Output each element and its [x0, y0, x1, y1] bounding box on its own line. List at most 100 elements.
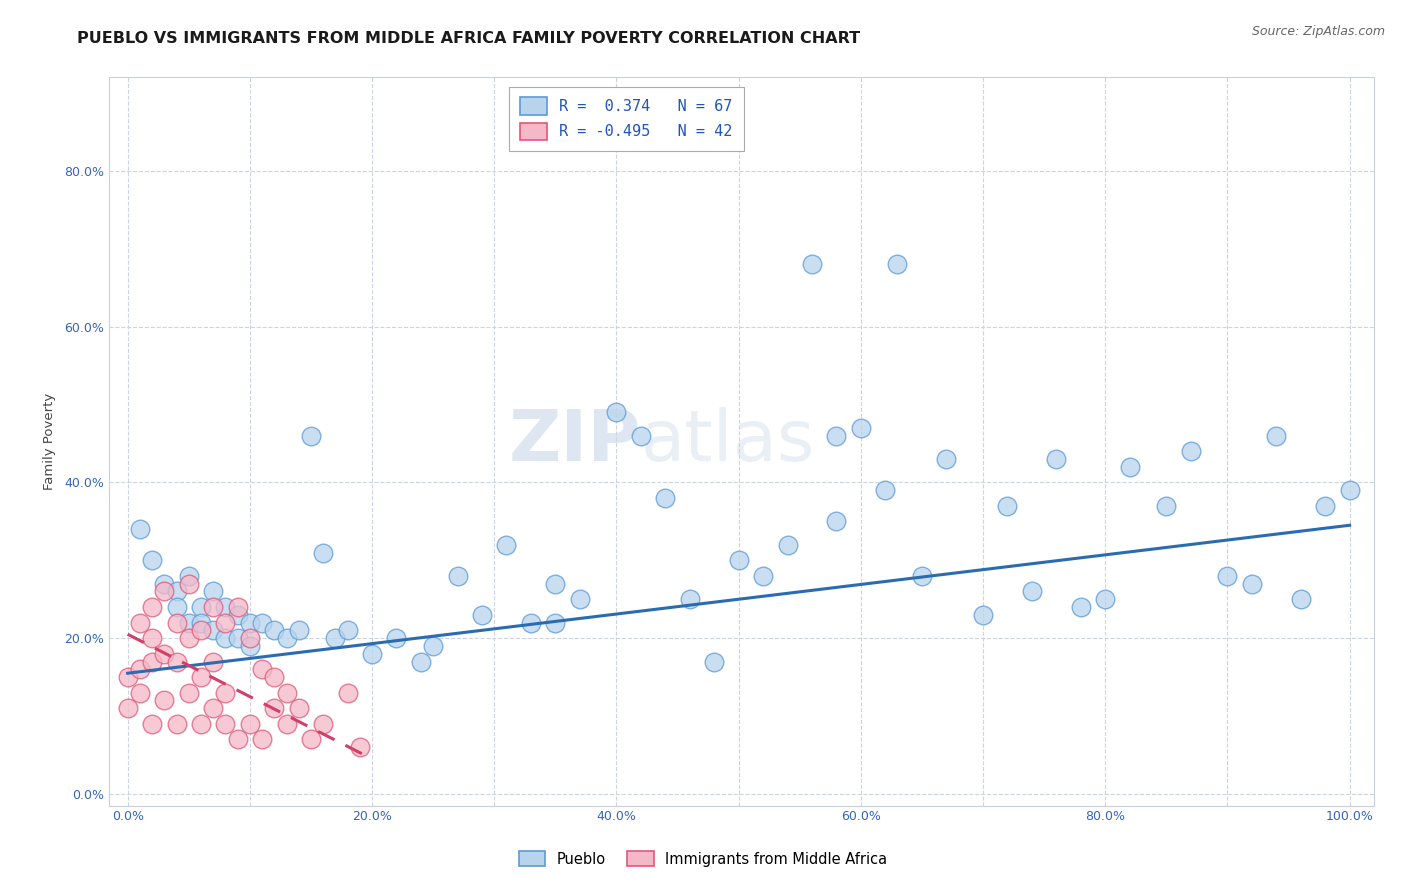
Point [153, 584, 176, 599]
Point [385, 631, 408, 645]
Point [166, 655, 188, 669]
Point [997, 499, 1019, 513]
Point [703, 655, 725, 669]
Point [276, 716, 298, 731]
Point [727, 553, 749, 567]
Point [166, 615, 188, 630]
Point [544, 615, 567, 630]
Point [128, 615, 150, 630]
Point [1289, 592, 1312, 607]
Point [250, 732, 273, 747]
Point [287, 624, 309, 638]
Legend: R =  0.374   N = 67, R = -0.495   N = 42: R = 0.374 N = 67, R = -0.495 N = 42 [509, 87, 744, 151]
Point [263, 624, 285, 638]
Point [276, 631, 298, 645]
Point [299, 428, 322, 442]
Point [141, 655, 163, 669]
Point [128, 686, 150, 700]
Point [1315, 499, 1337, 513]
Point [214, 716, 236, 731]
Text: atlas: atlas [641, 407, 815, 476]
Point [202, 701, 225, 715]
Point [214, 600, 236, 615]
Point [409, 655, 432, 669]
Point [214, 686, 236, 700]
Point [422, 639, 444, 653]
Point [250, 615, 273, 630]
Point [128, 522, 150, 536]
Point [520, 615, 543, 630]
Point [190, 600, 212, 615]
Point [202, 584, 225, 599]
Point [630, 428, 652, 442]
Point [349, 740, 371, 755]
Point [202, 655, 225, 669]
Point [239, 631, 262, 645]
Point [153, 576, 176, 591]
Point [312, 716, 335, 731]
Point [336, 624, 359, 638]
Point [226, 600, 249, 615]
Point [849, 421, 872, 435]
Point [190, 670, 212, 684]
Point [239, 716, 262, 731]
Legend: Pueblo, Immigrants from Middle Africa: Pueblo, Immigrants from Middle Africa [512, 844, 894, 874]
Point [141, 553, 163, 567]
Point [166, 600, 188, 615]
Point [1118, 459, 1140, 474]
Point [190, 615, 212, 630]
Point [250, 662, 273, 676]
Point [141, 631, 163, 645]
Point [544, 576, 567, 591]
Point [972, 607, 994, 622]
Point [226, 607, 249, 622]
Point [153, 647, 176, 661]
Point [276, 686, 298, 700]
Point [128, 662, 150, 676]
Point [654, 491, 676, 505]
Point [177, 615, 200, 630]
Point [825, 514, 848, 528]
Point [1156, 499, 1178, 513]
Point [202, 600, 225, 615]
Point [177, 686, 200, 700]
Point [776, 538, 799, 552]
Point [153, 693, 176, 707]
Point [177, 576, 200, 591]
Point [166, 584, 188, 599]
Point [800, 257, 823, 271]
Point [679, 592, 702, 607]
Point [446, 569, 468, 583]
Point [117, 701, 139, 715]
Point [336, 686, 359, 700]
Point [239, 639, 262, 653]
Point [825, 428, 848, 442]
Point [117, 670, 139, 684]
Text: Source: ZipAtlas.com: Source: ZipAtlas.com [1251, 25, 1385, 38]
Point [214, 631, 236, 645]
Point [325, 631, 347, 645]
Point [190, 624, 212, 638]
Point [752, 569, 775, 583]
Point [226, 732, 249, 747]
Point [1240, 576, 1263, 591]
Point [471, 607, 494, 622]
Point [911, 569, 934, 583]
Point [287, 701, 309, 715]
Point [1265, 428, 1288, 442]
Point [263, 670, 285, 684]
Point [226, 631, 249, 645]
Point [177, 569, 200, 583]
Point [1094, 592, 1116, 607]
Point [1021, 584, 1043, 599]
Point [141, 716, 163, 731]
Point [1180, 444, 1202, 458]
Point [141, 600, 163, 615]
Point [312, 545, 335, 559]
Point [263, 701, 285, 715]
Point [568, 592, 591, 607]
Point [239, 615, 262, 630]
Point [299, 732, 322, 747]
Point [495, 538, 517, 552]
Point [935, 452, 957, 467]
